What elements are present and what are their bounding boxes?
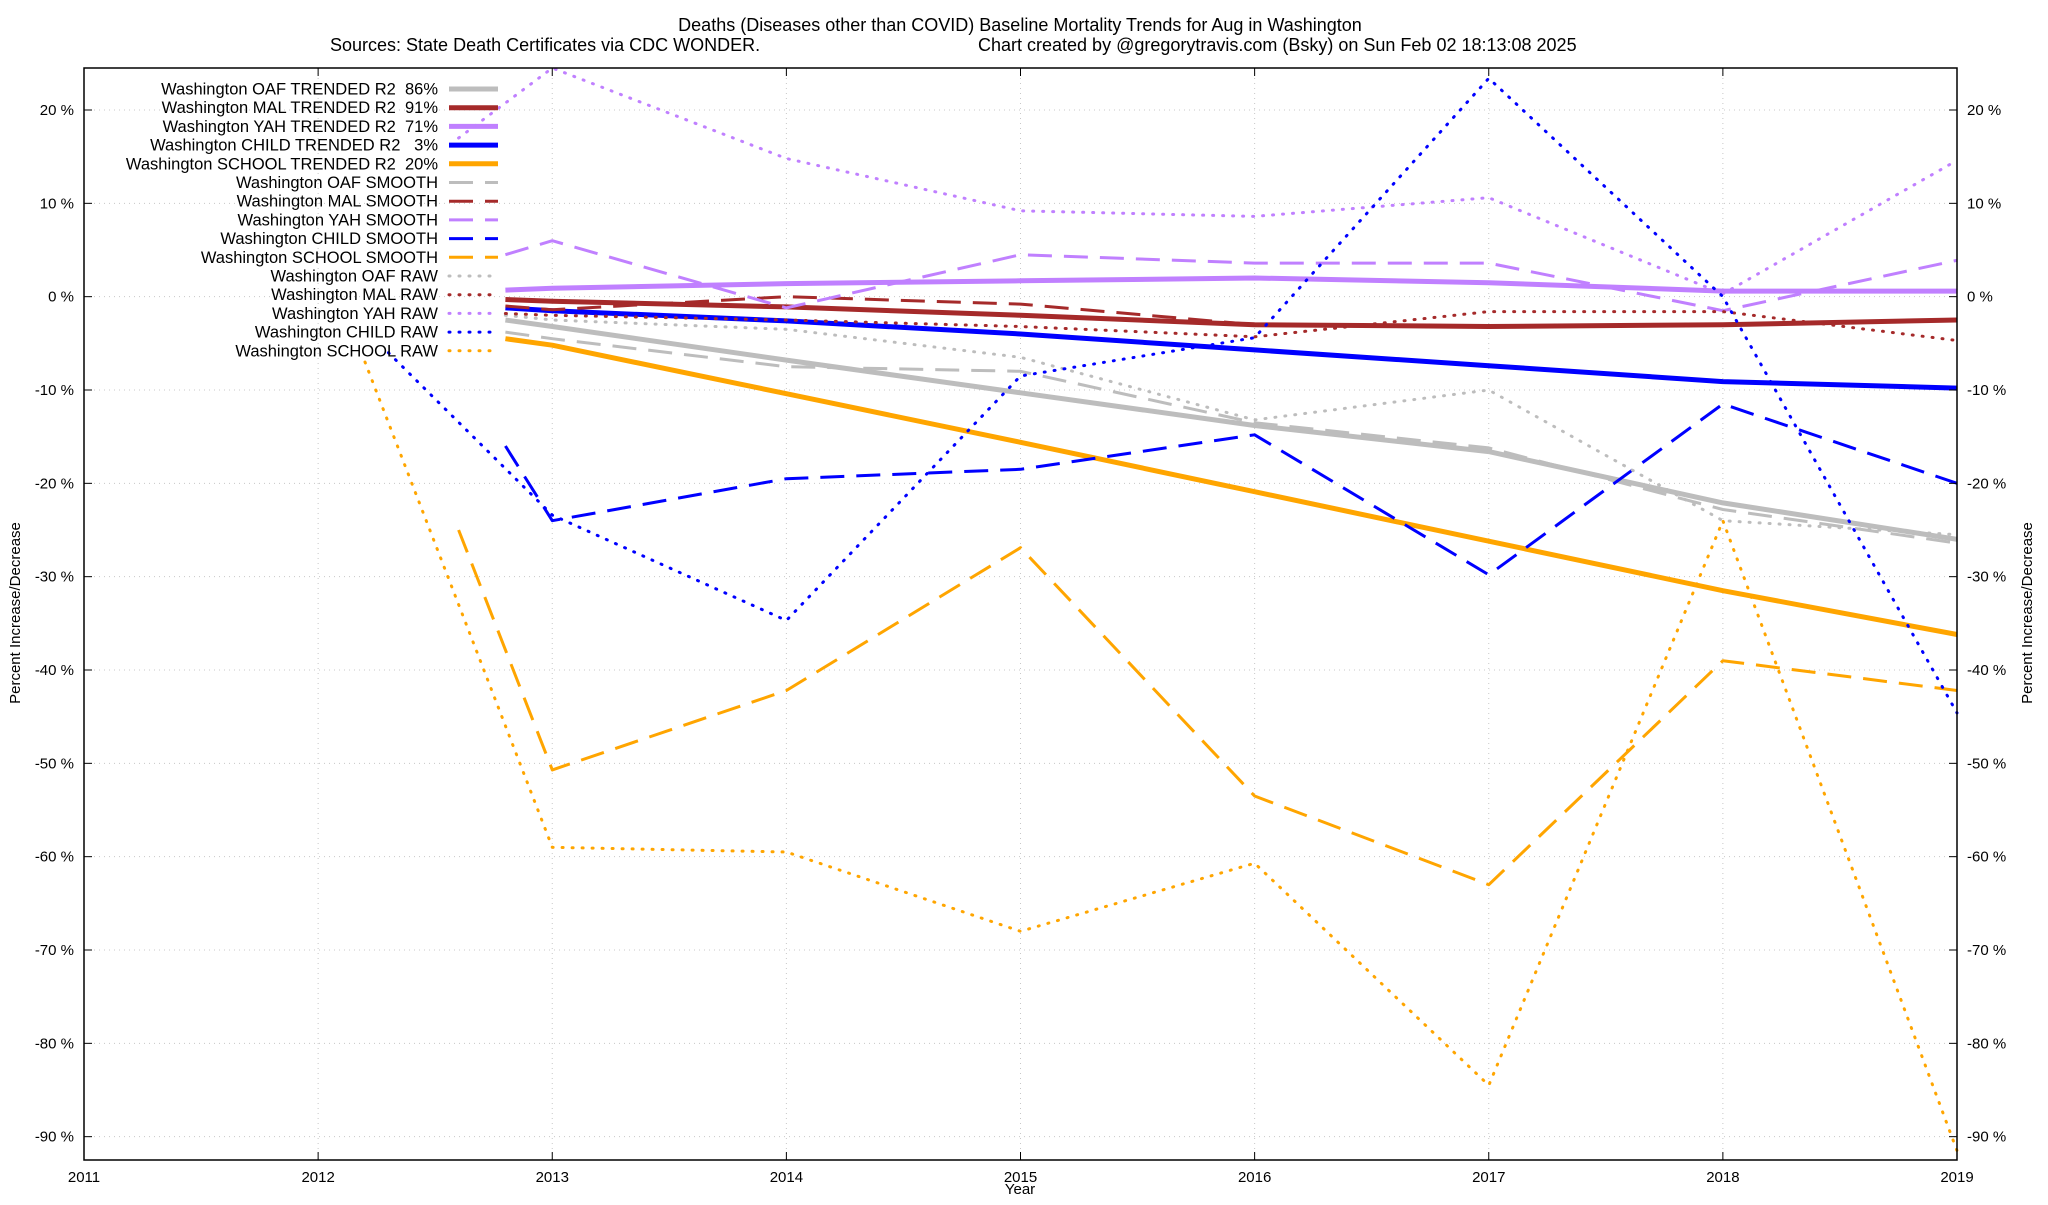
series-line-washington-mal-trended-r2-91: [505, 297, 1958, 329]
y-tick-label-right: -60 %: [1967, 849, 2006, 866]
legend-label: Washington MAL RAW: [271, 286, 438, 304]
y-tick-label-right: 20 %: [1967, 102, 2001, 119]
legend-label: Washington CHILD TRENDED R2 3%: [150, 137, 438, 155]
x-tick-label: 2012: [301, 1169, 334, 1186]
y-tick-label-left: -60 %: [35, 849, 74, 866]
series-line-washington-child-trended-r2-3: [505, 305, 1958, 391]
x-tick-label: 2016: [1238, 1169, 1271, 1186]
y-axis-title-left: Percent Increase/Decrease: [7, 522, 24, 704]
y-tick-label-left: 20 %: [40, 102, 74, 119]
chart-title: Deaths (Diseases other than COVID) Basel…: [678, 15, 1362, 35]
chart-credit: Chart created by @gregorytravis.com (Bsk…: [978, 35, 1577, 55]
y-tick-label-left: 0 %: [48, 289, 74, 306]
y-tick-label-left: -50 %: [35, 755, 74, 772]
x-axis-title: Year: [1005, 1181, 1035, 1198]
series-line-washington-child-smooth: [504, 402, 1958, 577]
x-tick-label: 2013: [536, 1169, 569, 1186]
y-tick-label-right: -80 %: [1967, 1035, 2006, 1052]
legend-label: Washington MAL TRENDED R2 91%: [162, 99, 439, 117]
series-line-washington-school-smooth: [457, 529, 1958, 887]
y-tick-label-left: -20 %: [35, 475, 74, 492]
axis-ticks: 2011 2012 2013 2014 2015 2016 2017 2018 2019 20 %…: [35, 68, 2006, 1186]
x-tick-label: 2011: [68, 1169, 100, 1186]
x-tick-label: 2017: [1472, 1169, 1505, 1186]
x-tick-label: 2015: [1004, 1169, 1037, 1186]
x-tick-label: 2014: [770, 1169, 803, 1186]
y-tick-label-right: -50 %: [1967, 755, 2006, 772]
legend-label: Washington MAL SMOOTH: [237, 193, 438, 211]
series-line-washington-oaf-trended-r2-86: [505, 317, 1958, 542]
y-tick-label-right: -30 %: [1967, 569, 2006, 586]
y-tick-label-right: 10 %: [1967, 195, 2001, 212]
y-tick-label-right: 0 %: [1967, 289, 1993, 306]
legend: Washington OAF TRENDED R2 86%Washington …: [126, 81, 500, 360]
series-lines: [363, 66, 1959, 1153]
y-tick-label-left: -40 %: [35, 662, 74, 679]
y-tick-label-left: -70 %: [35, 942, 74, 959]
series-line-washington-yah-raw: [457, 66, 1959, 296]
legend-label: Washington SCHOOL TRENDED R2 20%: [126, 155, 438, 173]
series-line-washington-school-trended-r2-20: [505, 336, 1958, 637]
legend-label: Washington YAH SMOOTH: [237, 211, 438, 229]
series-line-washington-mal-smooth: [505, 295, 1958, 328]
legend-label: Washington YAH RAW: [272, 305, 438, 323]
series-line-washington-child-raw: [386, 76, 1959, 715]
legend-label: Washington OAF RAW: [271, 268, 439, 286]
legend-label: Washington OAF TRENDED R2 86%: [161, 81, 438, 99]
legend-label: Washington CHILD RAW: [255, 324, 439, 342]
y-tick-label-left: -10 %: [35, 382, 74, 399]
y-tick-label-right: -90 %: [1967, 1129, 2006, 1146]
y-tick-label-right: -70 %: [1967, 942, 2006, 959]
y-tick-label-left: 10 %: [40, 195, 74, 212]
y-tick-label-right: -10 %: [1967, 382, 2006, 399]
series-line-washington-oaf-raw: [503, 313, 1959, 537]
chart-sources: Sources: State Death Certificates via CD…: [330, 35, 760, 55]
legend-label: Washington SCHOOL SMOOTH: [201, 249, 438, 267]
legend-label: Washington CHILD SMOOTH: [220, 230, 438, 248]
series-line-washington-school-raw: [363, 360, 1959, 1153]
legend-label: Washington SCHOOL RAW: [235, 342, 438, 360]
x-tick-label: 2018: [1706, 1169, 1739, 1186]
y-tick-label-right: -20 %: [1967, 475, 2006, 492]
series-line-washington-yah-trended-r2-71: [505, 275, 1957, 294]
legend-label: Washington YAH TRENDED R2 71%: [163, 118, 439, 136]
series-line-washington-yah-smooth: [504, 239, 1958, 313]
y-axis-title-right: Percent Increase/Decrease: [2019, 522, 2036, 704]
x-tick-label: 2019: [1940, 1169, 1973, 1186]
y-tick-label-left: -80 %: [35, 1035, 74, 1052]
legend-label: Washington OAF SMOOTH: [236, 174, 438, 192]
y-tick-label-right: -40 %: [1967, 662, 2006, 679]
series-line-washington-mal-raw: [503, 310, 1959, 342]
y-tick-label-left: -30 %: [35, 569, 74, 586]
y-tick-label-left: -90 %: [35, 1129, 74, 1146]
